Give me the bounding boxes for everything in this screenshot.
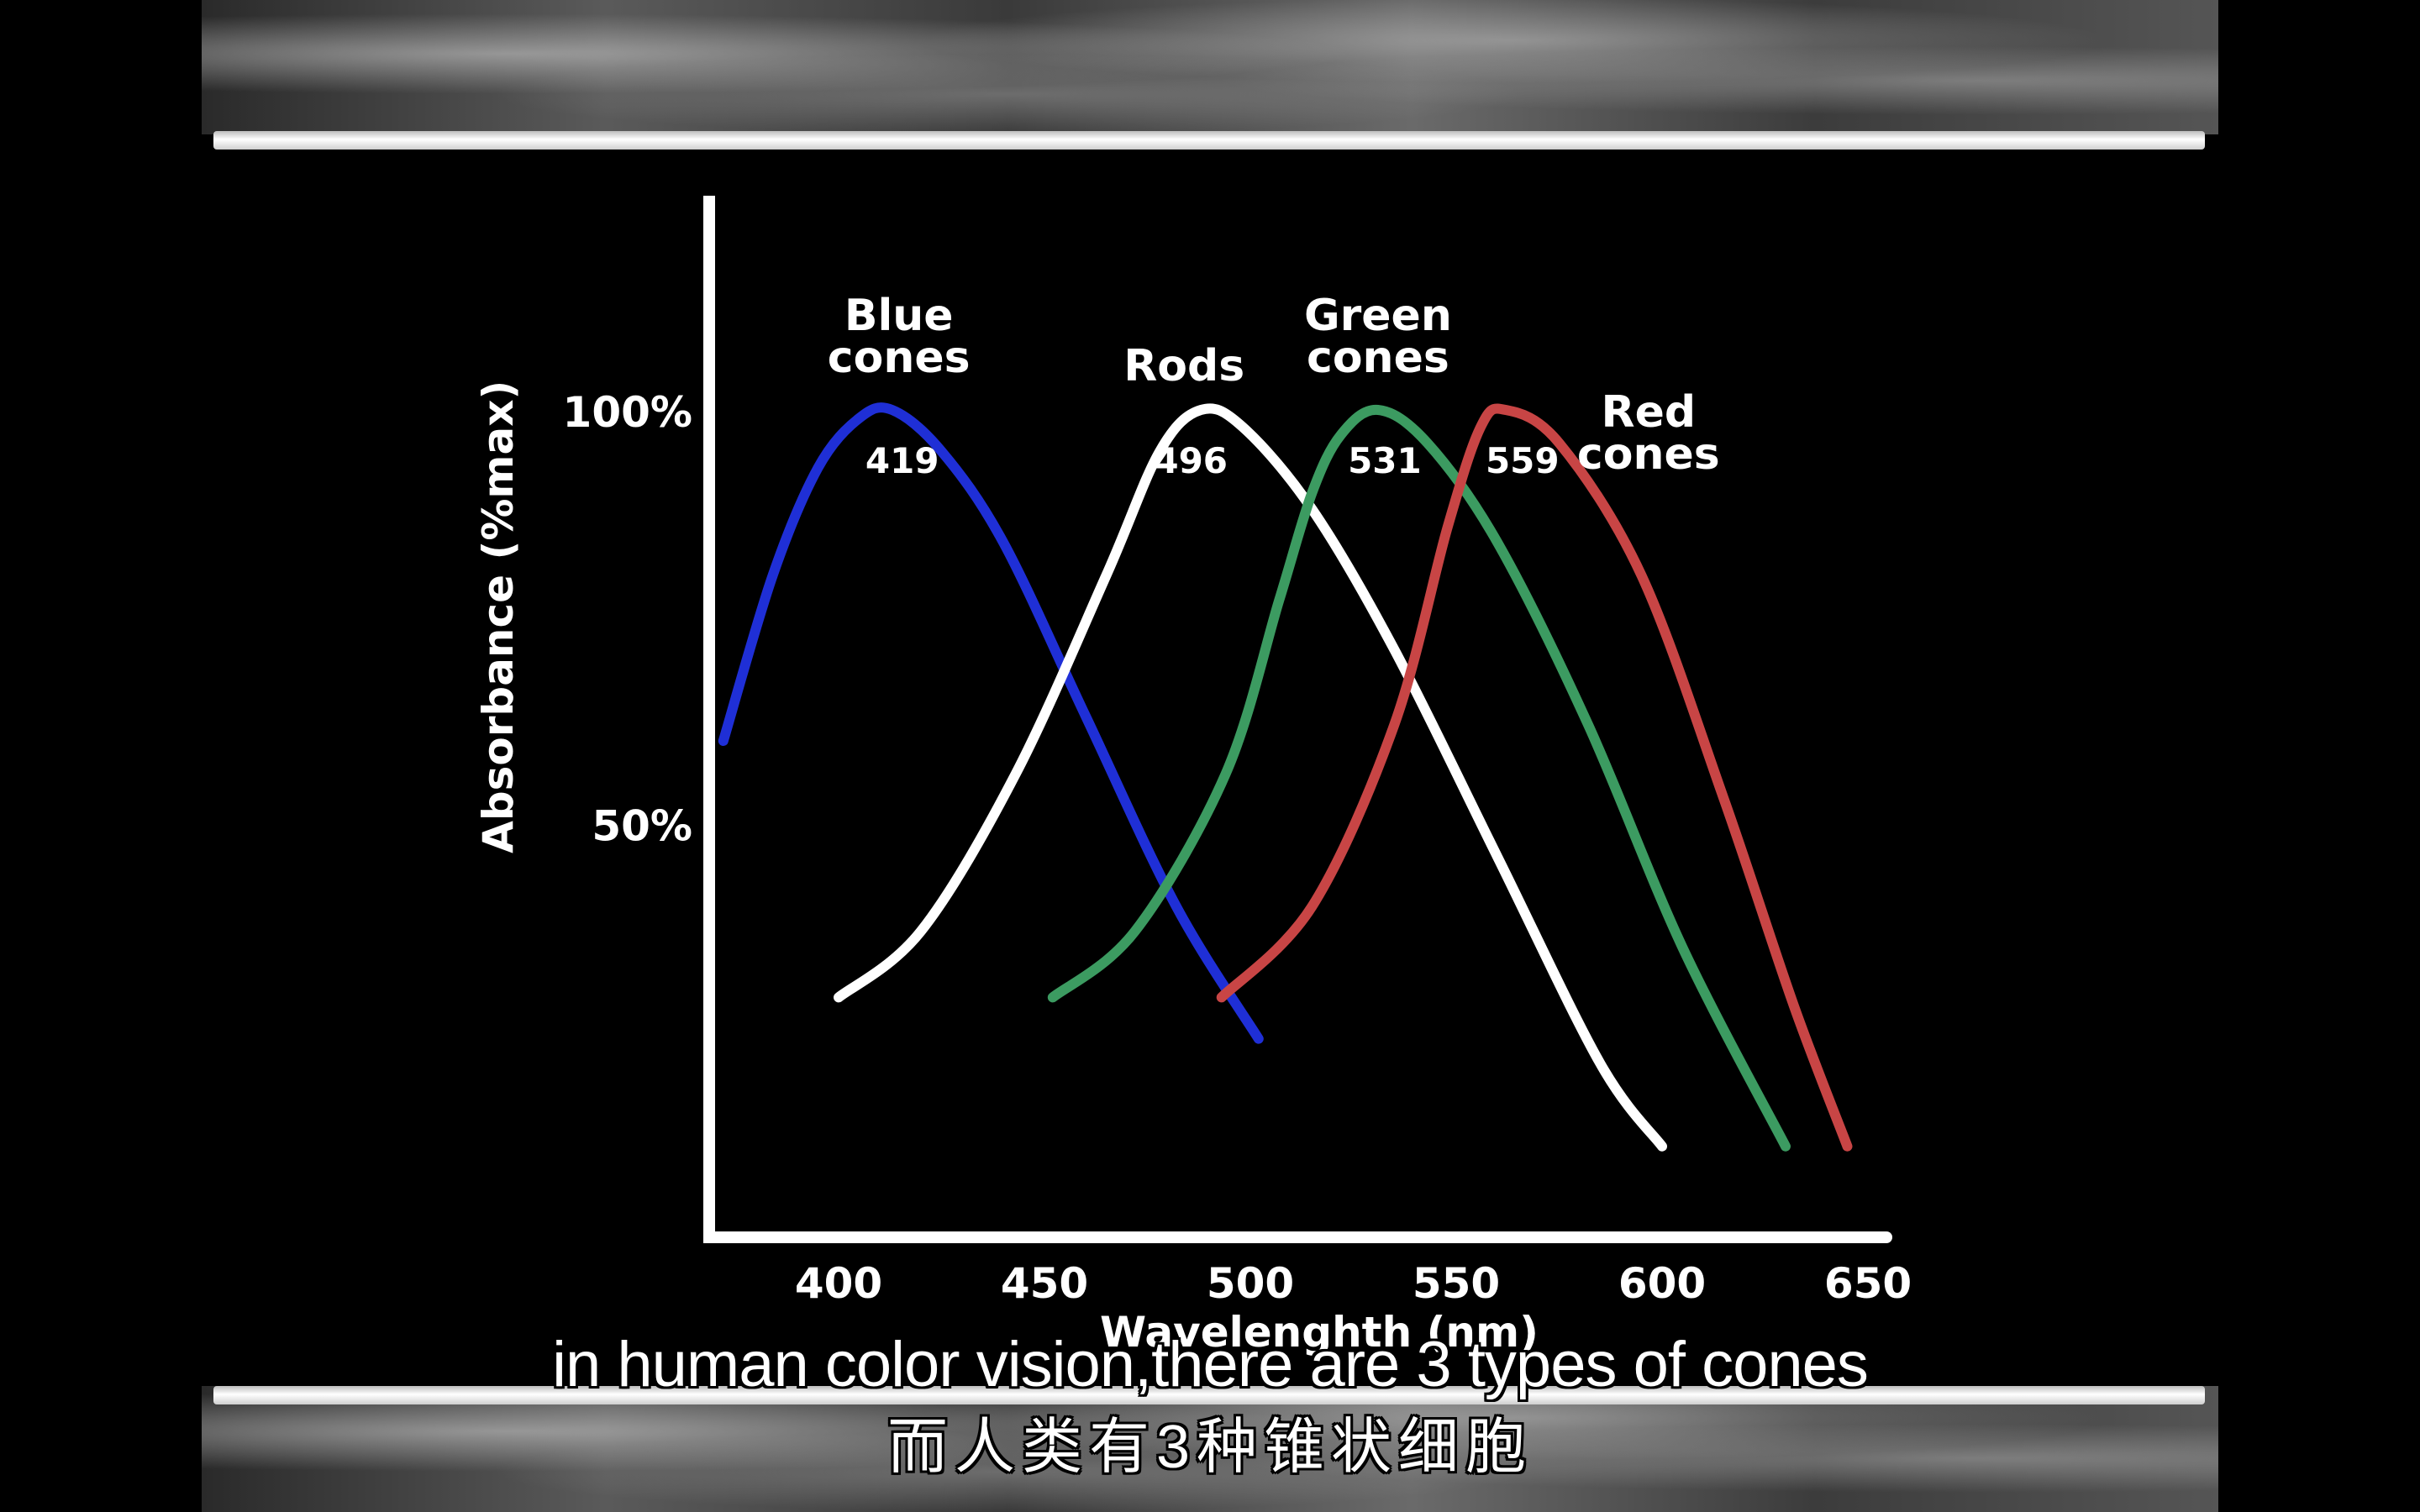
series-curve-1 xyxy=(834,403,1667,1152)
x-tick-label: 650 xyxy=(1824,1259,1912,1308)
series-name-label: cones xyxy=(1307,333,1449,383)
video-frame: 400 450 500 550 600 650 100% 50% Wavelenghth (nm… xyxy=(202,0,2218,1512)
series-curve-0 xyxy=(718,402,1264,1044)
subtitle-chinese: 而人类有3种锥状细胞 xyxy=(886,1414,1534,1481)
series-name-label: cones xyxy=(1577,429,1720,480)
absorbance-chart: 400 450 500 550 600 650 100% 50% Wavelenghth (nm… xyxy=(474,196,1912,1357)
chart-area: 400 450 500 550 600 650 100% 50% Wavelenghth (nm… xyxy=(202,150,2218,1386)
top-marble-border xyxy=(202,0,2218,134)
top-divider-bar xyxy=(213,131,2205,150)
x-tick-label: 400 xyxy=(795,1259,882,1308)
series-name-label: Blue xyxy=(844,291,954,341)
bottom-divider-bar xyxy=(213,1386,2205,1404)
y-tick-label: 100% xyxy=(563,388,692,437)
peak-label: 531 xyxy=(1348,440,1422,481)
x-tick-label: 600 xyxy=(1618,1259,1706,1308)
peak-label: 496 xyxy=(1154,440,1228,481)
series-name-label: cones xyxy=(828,333,971,383)
x-axis-title: Wavelenghth (nm) xyxy=(1100,1308,1539,1357)
x-tick-label: 450 xyxy=(1001,1259,1088,1308)
x-tick-label: 550 xyxy=(1413,1259,1500,1308)
series-curve-3 xyxy=(1216,403,1853,1152)
y-tick-label: 50% xyxy=(592,802,692,851)
series-name-label: Rods xyxy=(1123,341,1244,391)
series-name-label: Red xyxy=(1602,387,1697,438)
peak-label: 559 xyxy=(1486,440,1560,481)
subtitle-english: in human color vision,there are 3 types … xyxy=(552,1329,1869,1400)
series-curve-2 xyxy=(1047,404,1791,1152)
peak-label: 419 xyxy=(865,440,939,481)
x-tick-label: 500 xyxy=(1207,1259,1294,1308)
y-axis-title: Absorbance (%max) xyxy=(474,381,523,853)
series-name-label: Green xyxy=(1304,291,1452,341)
